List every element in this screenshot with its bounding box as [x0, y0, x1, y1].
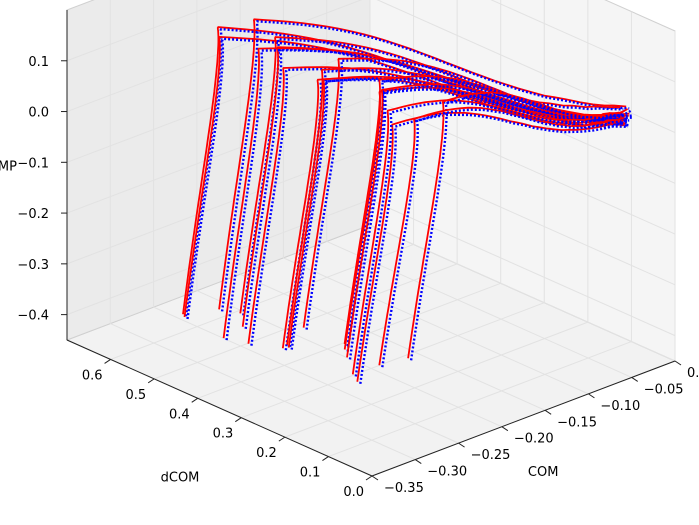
- x-axis-label: COM: [528, 465, 559, 480]
- series-red-trajectory: [351, 99, 620, 375]
- z-tick-label: −0.1: [17, 156, 49, 171]
- x-tick-mark: [501, 426, 509, 432]
- series-red-trajectory: [222, 47, 621, 339]
- y-axis-label: dCOM: [161, 471, 200, 486]
- z-tick-label: 0.0: [28, 106, 49, 121]
- x-axis-line: [371, 360, 676, 477]
- series-blue-trajectory: [220, 20, 630, 312]
- chart-series: [182, 18, 633, 384]
- series-blue-trajectory: [244, 47, 628, 329]
- y-tick-mark: [322, 456, 329, 461]
- y-tick-mark: [191, 397, 198, 403]
- series-red-trajectory: [346, 83, 624, 358]
- y-tick-label: 0.4: [169, 407, 190, 422]
- floor-grid-x: [283, 257, 589, 395]
- z-tick-label: 0.1: [28, 55, 49, 70]
- z-tick-label: −0.4: [17, 309, 49, 324]
- series-blue-trajectory: [346, 76, 633, 347]
- y-tick-label: 0.0: [343, 485, 364, 500]
- floor-grid-y: [110, 243, 414, 360]
- floor-grid-x: [153, 306, 459, 444]
- y-tick-mark: [278, 436, 286, 442]
- back-grid-z: [66, 148, 371, 265]
- x-tick-label: −0.35: [384, 481, 424, 496]
- series-red-trajectory: [356, 111, 620, 382]
- floor-grid-x: [369, 224, 676, 362]
- y-tick-mark: [104, 359, 111, 364]
- x-tick-mark: [674, 360, 682, 366]
- z-tick-label: −0.3: [17, 258, 49, 273]
- chart-axes: [61, 10, 682, 481]
- y-tick-mark: [235, 417, 242, 423]
- floor-grid-y: [328, 341, 632, 458]
- x-tick-mark: [415, 459, 422, 464]
- floor-grid-y: [153, 263, 458, 380]
- side-grid-z: [369, 199, 676, 337]
- side-grid-z: [369, 148, 676, 286]
- series-blue-trajectory: [184, 27, 630, 317]
- z-axis-label: ZMP: [0, 159, 17, 174]
- floor-grid-y: [241, 302, 545, 419]
- y-tick-label: 0.5: [125, 388, 146, 403]
- series-red-trajectory: [378, 106, 624, 366]
- x-tick-label: −0.30: [427, 465, 467, 480]
- x-tick-label: 0.00: [687, 366, 699, 381]
- y-tick-mark: [365, 475, 373, 481]
- y-tick-label: 0.3: [213, 427, 234, 442]
- series-blue-trajectory: [305, 59, 632, 330]
- series-blue-trajectory: [290, 77, 627, 350]
- y-tick-label: 0.2: [256, 446, 277, 461]
- y-tick-label: 0.6: [82, 368, 103, 383]
- back-grid-z: [66, 0, 229, 62]
- series-red-trajectory: [407, 91, 629, 359]
- series-red-trajectory: [218, 18, 627, 310]
- x-tick-mark: [588, 393, 595, 399]
- x-tick-label: −0.05: [644, 382, 684, 397]
- x-tick-mark: [631, 377, 638, 382]
- x-tick-label: −0.25: [471, 448, 511, 463]
- series-blue-trajectory: [348, 85, 627, 360]
- y-tick-mark: [147, 378, 155, 384]
- y-axis-line: [66, 339, 373, 477]
- x-tick-mark: [371, 475, 379, 481]
- x-tick-label: −0.10: [600, 399, 640, 414]
- chart-tick-labels: −0.35−0.30 −0.25−0.20−0.15−0.10 −0.050.00 0…: [0, 55, 699, 500]
- series-blue-trajectory: [381, 108, 628, 368]
- floor-grid-y: [284, 321, 589, 438]
- x-tick-mark: [544, 409, 552, 415]
- x-tick-label: −0.20: [514, 432, 554, 447]
- z-tick-label: −0.2: [17, 207, 49, 222]
- x-tick-label: −0.15: [557, 415, 597, 430]
- floor-grid-x: [110, 323, 416, 461]
- y-tick-label: 0.1: [300, 466, 321, 481]
- x-tick-mark: [458, 442, 465, 448]
- floor-grid-x: [326, 240, 632, 378]
- side-grid-z: [490, 0, 676, 83]
- series-blue-trajectory: [225, 49, 624, 341]
